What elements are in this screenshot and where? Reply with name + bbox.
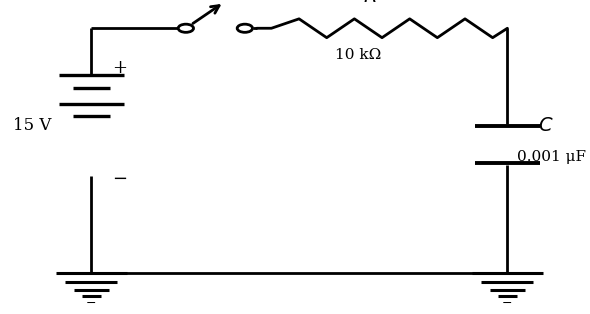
Text: 0.001 μF: 0.001 μF	[517, 150, 586, 164]
Text: −: −	[502, 296, 513, 310]
Text: +: +	[112, 58, 127, 77]
Text: 10 kΩ: 10 kΩ	[335, 48, 382, 62]
Text: −: −	[112, 170, 127, 188]
Text: −: −	[86, 296, 97, 310]
Text: 15 V: 15 V	[13, 117, 52, 134]
Text: $R$: $R$	[363, 0, 377, 6]
Text: $C$: $C$	[538, 116, 553, 135]
